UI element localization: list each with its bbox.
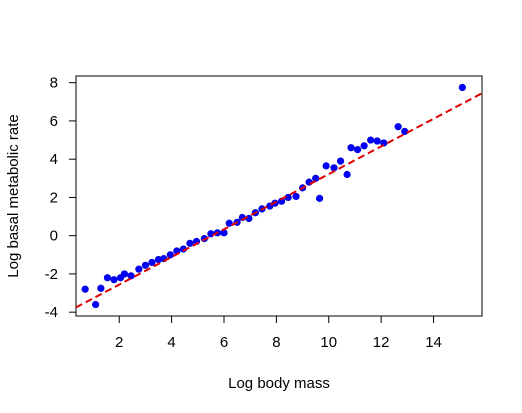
x-tick-label: 6 (220, 334, 228, 351)
data-point (458, 83, 466, 92)
data-point (292, 192, 300, 201)
data-point (186, 239, 194, 247)
data-point (120, 270, 129, 278)
fit-line (75, 92, 483, 309)
y-tick-label: -2 (45, 266, 58, 283)
data-point (401, 127, 409, 136)
data-point (343, 170, 351, 179)
y-tick-label: 8 (50, 75, 58, 92)
data-point (353, 146, 362, 154)
data-point (103, 274, 112, 282)
x-tick-label: 8 (272, 334, 280, 351)
x-axis: 2 4 6 8 10 12 14 (115, 316, 442, 351)
y-tick-label: 4 (50, 151, 58, 168)
data-point (394, 123, 402, 131)
y-tick-label: 2 (50, 189, 58, 206)
y-tick-label: 0 (50, 228, 58, 245)
x-tick-label: 14 (425, 334, 442, 351)
data-point (135, 265, 143, 273)
data-point (141, 261, 150, 269)
x-tick-label: 2 (115, 334, 123, 351)
data-point (110, 276, 118, 284)
y-tick-label: -4 (45, 304, 58, 321)
data-point (360, 142, 368, 150)
data-point (316, 194, 324, 202)
x-tick-label: 4 (167, 334, 175, 351)
data-point (312, 174, 320, 182)
data-point (330, 164, 338, 172)
data-point (166, 251, 174, 259)
x-tick-label: 10 (320, 334, 337, 351)
data-point (373, 137, 381, 145)
y-tick-label: 6 (50, 113, 58, 130)
data-point (367, 136, 375, 144)
x-tick-label: 12 (373, 334, 390, 351)
x-axis-title: Log body mass (228, 375, 330, 392)
data-point (148, 258, 156, 267)
plot-frame (75, 75, 483, 317)
data-point (81, 285, 89, 293)
data-point (380, 139, 388, 147)
data-point (225, 219, 233, 227)
y-axis: -4 -2 0 2 4 6 8 (45, 75, 76, 321)
data-point (92, 300, 100, 309)
data-point (127, 272, 135, 280)
data-point (220, 229, 228, 237)
y-axis-title: Log basal metabolic rate (5, 114, 22, 277)
data-point (336, 157, 345, 165)
data-point (97, 284, 105, 292)
fit-line-layer (75, 92, 483, 309)
data-point (347, 144, 355, 152)
data-point (322, 162, 330, 170)
